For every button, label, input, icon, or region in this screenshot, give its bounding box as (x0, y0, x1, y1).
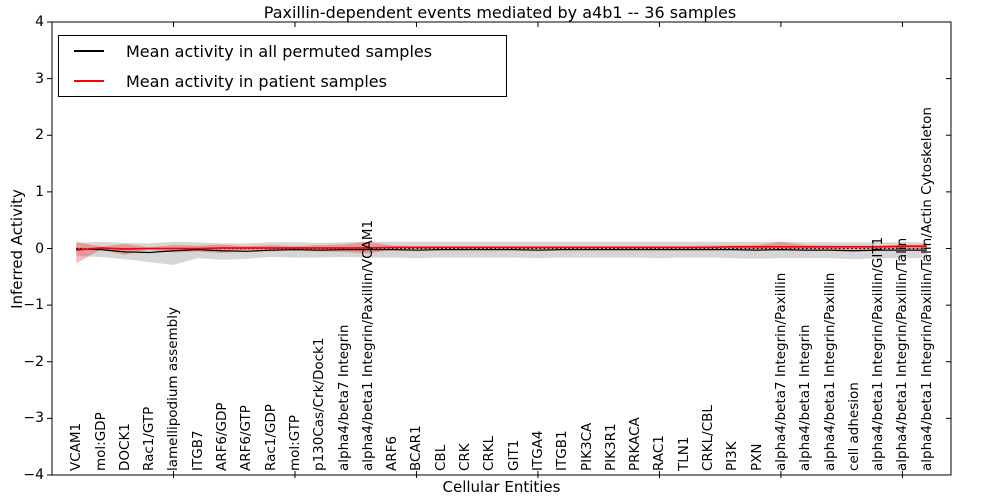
y-tick-label: −2 (23, 353, 44, 370)
x-tick-label: VCAM1 (68, 422, 85, 471)
legend-label-patient: Mean activity in patient samples (126, 71, 387, 91)
x-tick-label: alpha4/beta1 Integrin/Paxillin/GIT1 (870, 236, 887, 471)
x-tick-label: alpha4/beta7 Integrin (335, 324, 352, 471)
x-tick-label: alpha4/beta1 Integrin/Paxillin/Talin/Act… (918, 107, 935, 471)
x-tick-label: CRKL (481, 435, 498, 471)
legend: Mean activity in all permuted samples Me… (58, 35, 507, 97)
x-tick-label: alpha4/beta7 Integrin/Paxillin (772, 272, 789, 471)
x-tick-label: DOCK1 (116, 423, 133, 471)
x-tick-label: alpha4/beta1 Integrin/Paxillin/Talin (894, 237, 911, 471)
x-tick-label: Rac1/GTP (141, 406, 158, 471)
x-tick-label: ITGB7 (189, 430, 206, 471)
x-tick-label: CRK (457, 443, 474, 471)
y-tick-label: 0 (35, 240, 44, 257)
x-tick-label: CRKL/CBL (700, 405, 717, 471)
plot-title: Paxillin-dependent events mediated by a4… (263, 3, 737, 22)
x-tick-label: CBL (432, 444, 449, 471)
x-tick-label: mol:GDP (92, 412, 109, 471)
permuted-line-swatch (74, 50, 104, 52)
y-tick-label: 2 (35, 127, 44, 144)
x-tick-label: Rac1/GDP (262, 404, 279, 471)
y-tick-label: −1 (23, 297, 44, 314)
y-tick-label: 1 (35, 183, 44, 200)
y-tick-label: 3 (35, 70, 44, 87)
legend-item-permuted: Mean activity in all permuted samples (59, 36, 506, 66)
x-tick-label: RAC1 (651, 435, 668, 471)
x-tick-label: alpha4/beta1 Integrin (797, 324, 814, 471)
x-tick-label: PIK3CA (578, 422, 595, 471)
legend-label-permuted: Mean activity in all permuted samples (126, 41, 433, 61)
x-tick-label: PIK3R1 (602, 423, 619, 471)
x-tick-label: GIT1 (505, 439, 522, 471)
y-tick-label: −4 (23, 467, 44, 483)
x-tick-label: mol:GTP (286, 414, 303, 471)
x-tick-label: ARF6/GDP (214, 402, 231, 471)
x-tick-label: ITGB1 (554, 430, 571, 471)
x-tick-label: ITGA4 (529, 430, 546, 471)
x-axis-label: Cellular Entities (442, 478, 561, 496)
permuted-mean-line (76, 248, 927, 254)
x-tick-label: PI3K (724, 441, 741, 471)
patient-mean-line (76, 245, 927, 251)
x-tick-label: lamellipodium assembly (165, 307, 182, 471)
legend-item-patient: Mean activity in patient samples (59, 66, 506, 96)
x-tick-label: alpha4/beta1 Integrin/Paxillin (821, 272, 838, 471)
x-tick-label: p130Cas/Crk/Dock1 (311, 337, 328, 471)
x-tick-label: ARF6/GTP (238, 405, 255, 471)
x-tick-label: PXN (748, 443, 765, 472)
x-tick-label: BCAR1 (408, 425, 425, 471)
x-tick-label: cell adhesion (845, 382, 862, 471)
x-tick-label: alpha4/beta1 Integrin/Paxillin/VCAM1 (359, 219, 376, 471)
y-tick-label: 4 (35, 14, 44, 30)
y-tick-label: −3 (23, 410, 44, 427)
x-tick-label: ARF6 (384, 436, 401, 471)
patient-line-swatch (74, 80, 104, 82)
x-tick-label: TLN1 (675, 436, 692, 471)
x-tick-label: PRKACA (627, 417, 644, 471)
